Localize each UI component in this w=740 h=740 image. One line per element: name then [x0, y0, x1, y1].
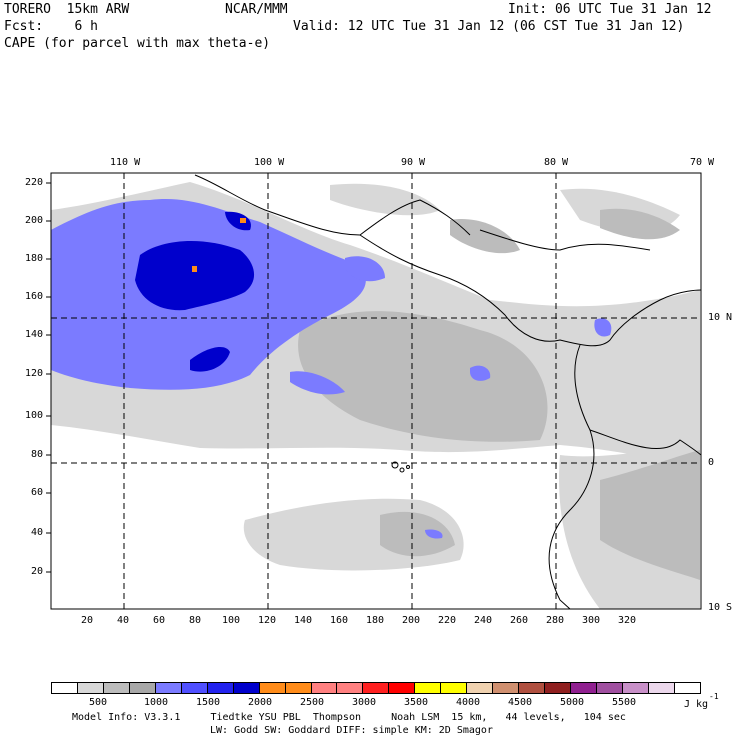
colorbar-label-3000: 3000 — [352, 697, 377, 708]
x-tick-80: 80 — [189, 615, 202, 626]
colorbar-swatch — [647, 683, 674, 693]
lon-label-80w: 80 W — [544, 157, 569, 168]
x-tick-240: 240 — [474, 615, 493, 626]
colorbar-label-2500: 2500 — [300, 697, 325, 708]
field-title: CAPE (for parcel with max theta-e) — [4, 36, 271, 51]
lat-label-0: 0 — [708, 457, 715, 468]
lon-label-70w: 70 W — [690, 157, 715, 168]
colorbar-swatch — [284, 683, 311, 693]
x-tick-260: 260 — [510, 615, 529, 626]
colorbar-label-500: 500 — [89, 697, 108, 708]
axis-ticks — [46, 182, 51, 573]
galapagos-islands — [391, 461, 410, 473]
colorbar-swatch — [544, 683, 571, 693]
lat-label-10n: 10 N — [708, 312, 733, 323]
colorbar-swatch — [154, 683, 181, 693]
colorbar-label-5500: 5500 — [612, 697, 637, 708]
x-tick-280: 280 — [546, 615, 565, 626]
coastlines — [194, 174, 701, 609]
model-info-line: Model Info: V3.3.1 Tiedtke YSU PBL Thomp… — [72, 712, 626, 723]
colorbar-label-3500: 3500 — [404, 697, 429, 708]
organization-label: NCAR/MMM — [225, 2, 288, 17]
colorbar-swatch — [180, 683, 207, 693]
colorbar-swatch — [621, 683, 648, 693]
lon-label-90w: 90 W — [401, 157, 426, 168]
colorbar-swatch — [232, 683, 259, 693]
model-title: TORERO 15km ARW — [4, 2, 130, 17]
x-tick-140: 140 — [294, 615, 313, 626]
colorbar-swatch — [336, 683, 363, 693]
y-tick-80: 80 — [31, 449, 44, 460]
cape-band-dark-blue — [135, 240, 255, 311]
colorbar-label-5000: 5000 — [560, 697, 585, 708]
colorbar-label-2000: 2000 — [248, 697, 273, 708]
x-tick-40: 40 — [117, 615, 130, 626]
colorbar-swatch — [258, 683, 285, 693]
colorbar-swatch — [362, 683, 389, 693]
init-time: Init: 06 UTC Tue 31 Jan 12 — [508, 2, 712, 17]
map-frame — [50, 172, 702, 610]
colorbar — [51, 682, 701, 694]
colorbar-swatch — [76, 683, 103, 693]
colorbar-swatch — [414, 683, 441, 693]
y-tick-220: 220 — [25, 177, 44, 188]
colorbar-swatch — [673, 683, 700, 693]
valid-time: Valid: 12 UTC Tue 31 Jan 12 (06 CST Tue … — [293, 19, 685, 34]
y-tick-100: 100 — [25, 410, 44, 421]
y-tick-140: 140 — [25, 329, 44, 340]
colorbar-label-1500: 1500 — [196, 697, 221, 708]
colorbar-label-4000: 4000 — [456, 697, 481, 708]
x-tick-100: 100 — [222, 615, 241, 626]
physics-info-line: LW: Godd SW: Goddard DIFF: simple KM: 2D… — [210, 725, 493, 736]
cape-band-mid-grey — [298, 311, 548, 442]
colorbar-label-1000: 1000 — [144, 697, 169, 708]
colorbar-unit: J kg — [684, 699, 709, 710]
colorbar-swatch — [570, 683, 597, 693]
x-tick-300: 300 — [582, 615, 601, 626]
colorbar-swatch — [388, 683, 415, 693]
graticule — [51, 173, 701, 609]
colorbar-swatch — [492, 683, 519, 693]
colorbar-swatch — [128, 683, 155, 693]
y-tick-40: 40 — [31, 527, 44, 538]
y-tick-160: 160 — [25, 291, 44, 302]
y-tick-200: 200 — [25, 215, 44, 226]
colorbar-swatch — [518, 683, 545, 693]
x-tick-60: 60 — [153, 615, 166, 626]
colorbar-unit-exponent: -1 — [709, 692, 719, 701]
lon-label-100w: 100 W — [254, 157, 285, 168]
y-tick-120: 120 — [25, 368, 44, 379]
x-tick-320: 320 — [618, 615, 637, 626]
colorbar-swatch — [466, 683, 493, 693]
colorbar-swatch — [52, 683, 77, 693]
lon-label-110w: 110 W — [110, 157, 141, 168]
x-tick-160: 160 — [330, 615, 349, 626]
x-tick-180: 180 — [366, 615, 385, 626]
colorbar-swatch — [206, 683, 233, 693]
colorbar-swatch — [102, 683, 129, 693]
colorbar-swatch — [596, 683, 622, 693]
x-tick-220: 220 — [438, 615, 457, 626]
colorbar-label-4500: 4500 — [508, 697, 533, 708]
y-tick-60: 60 — [31, 487, 44, 498]
forecast-hour: Fcst: 6 h — [4, 19, 98, 34]
cape-max-spot — [192, 266, 197, 272]
x-tick-200: 200 — [402, 615, 421, 626]
y-tick-180: 180 — [25, 253, 44, 264]
colorbar-swatch — [310, 683, 337, 693]
colorbar-swatch — [440, 683, 467, 693]
x-tick-20: 20 — [81, 615, 94, 626]
x-tick-120: 120 — [258, 615, 277, 626]
y-tick-20: 20 — [31, 566, 44, 577]
lat-label-10s: 10 S — [708, 602, 733, 613]
